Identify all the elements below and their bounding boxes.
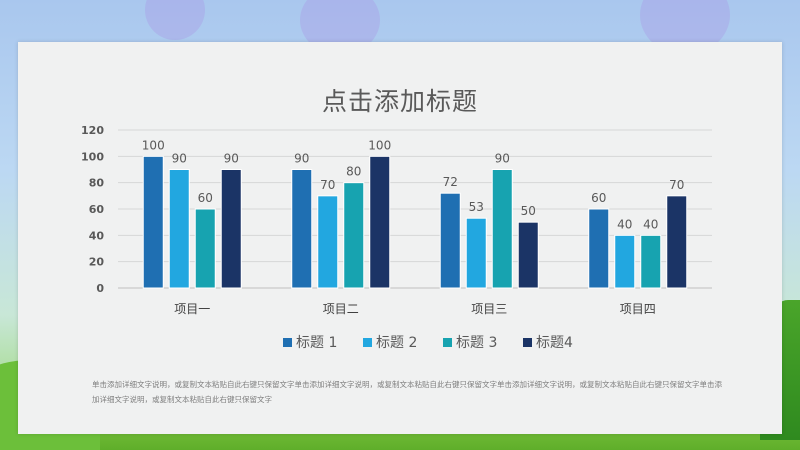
- x-tick-label: 项目一: [174, 302, 210, 316]
- legend-swatch: [443, 338, 452, 347]
- data-label: 90: [172, 152, 187, 166]
- data-label: 90: [495, 152, 510, 166]
- bar: [220, 169, 242, 289]
- y-tick-label: 0: [96, 282, 104, 295]
- y-tick-label: 60: [89, 203, 105, 216]
- y-tick-label: 100: [81, 150, 104, 163]
- y-tick-label: 20: [89, 256, 105, 269]
- legend-label: 标题4: [536, 335, 573, 351]
- description-text: 单击添加详细文字说明，或复制文本粘贴自此右键只保留文字单击添加详细文字说明，或复…: [92, 380, 722, 404]
- bar: [588, 208, 610, 289]
- x-tick-label: 项目二: [323, 302, 359, 316]
- bar: [369, 155, 391, 289]
- legend-swatch: [523, 338, 532, 347]
- bar: [291, 169, 313, 289]
- x-tick-label: 项目四: [620, 302, 656, 316]
- bar: [439, 192, 461, 289]
- data-label: 80: [346, 165, 361, 179]
- data-label: 100: [142, 138, 165, 152]
- data-label: 72: [443, 175, 458, 189]
- bar: [614, 234, 636, 289]
- x-tick-label: 项目三: [471, 302, 507, 316]
- y-tick-label: 40: [89, 229, 105, 242]
- data-label: 60: [591, 191, 606, 205]
- data-label: 90: [294, 152, 309, 166]
- data-label: 100: [368, 138, 391, 152]
- bar: [194, 208, 216, 289]
- bar: [465, 217, 487, 289]
- data-label: 50: [521, 204, 536, 218]
- bar: [640, 234, 662, 289]
- chart-title: 点击添加标题: [321, 87, 478, 116]
- bar: [343, 182, 365, 289]
- legend-swatch: [363, 338, 372, 347]
- bar: [517, 221, 539, 289]
- bar: [491, 169, 513, 289]
- legend-label: 标题 2: [376, 335, 417, 351]
- y-tick-label: 80: [89, 177, 105, 190]
- data-label: 90: [224, 152, 239, 166]
- bar: [666, 195, 688, 289]
- data-label: 40: [617, 217, 632, 231]
- data-label: 60: [198, 191, 213, 205]
- legend-label: 标题 1: [296, 335, 337, 351]
- data-label: 70: [669, 178, 684, 192]
- data-label: 70: [320, 178, 335, 192]
- bar: [142, 155, 164, 289]
- data-label: 40: [643, 217, 658, 231]
- legend-swatch: [283, 338, 292, 347]
- legend-label: 标题 3: [456, 335, 497, 351]
- y-tick-label: 120: [81, 124, 104, 137]
- bar: [168, 169, 190, 289]
- bar: [317, 195, 339, 289]
- data-label: 53: [469, 200, 484, 214]
